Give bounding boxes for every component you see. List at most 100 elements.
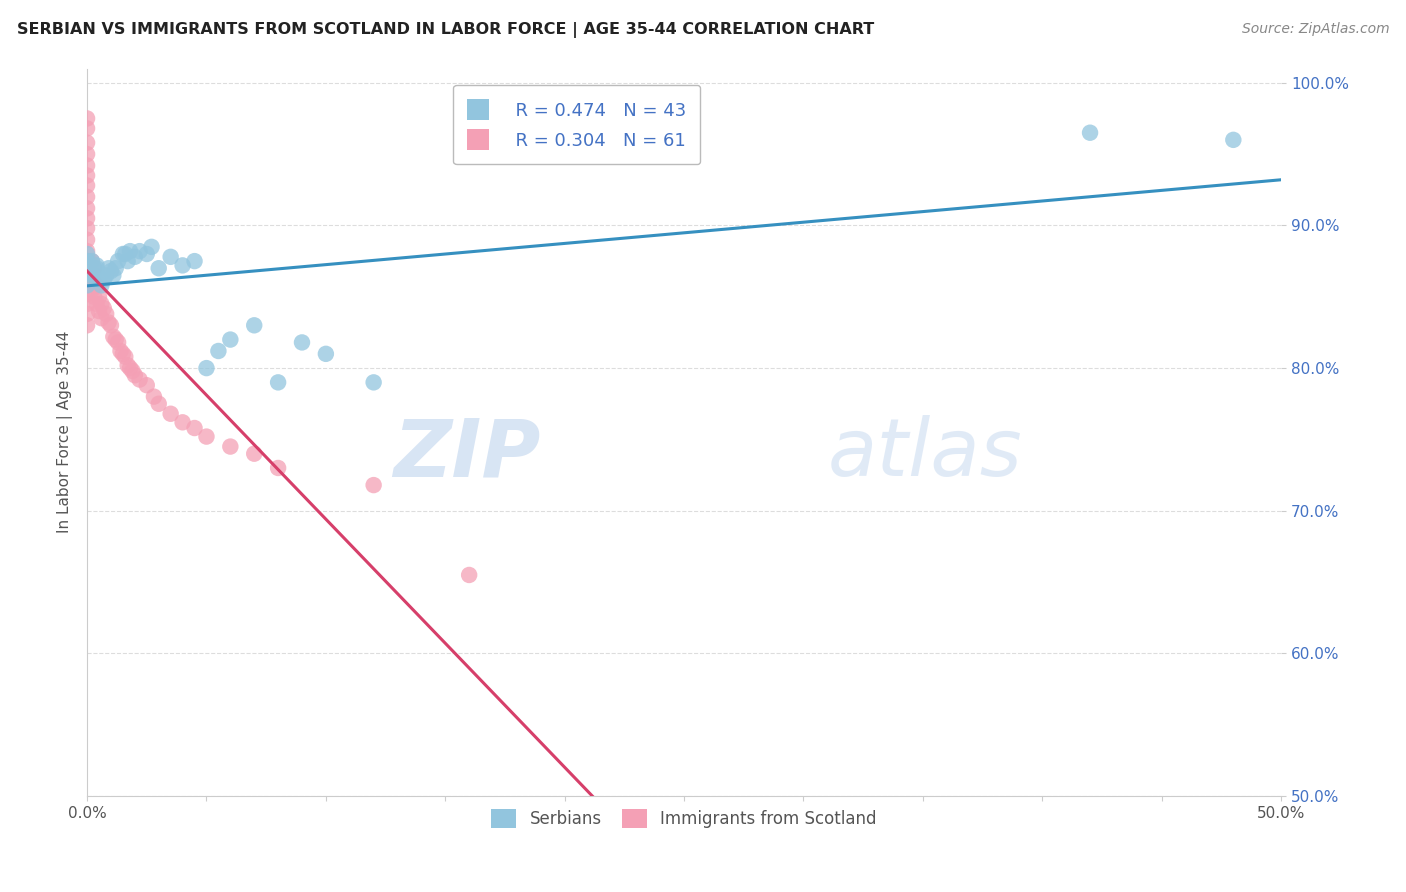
- Point: [90, 278, 112, 293]
- Point: [114, 350, 136, 364]
- Point: [76, 169, 98, 183]
- Point: [172, 259, 194, 273]
- Point: [118, 361, 141, 376]
- Point: [207, 343, 229, 358]
- Point: [76, 178, 98, 193]
- Point: [142, 390, 165, 404]
- Point: [76, 136, 98, 150]
- Point: [97, 315, 120, 329]
- Point: [100, 264, 122, 278]
- Text: SERBIAN VS IMMIGRANTS FROM SCOTLAND IN LABOR FORCE | AGE 35-44 CORRELATION CHART: SERBIAN VS IMMIGRANTS FROM SCOTLAND IN L…: [17, 22, 875, 38]
- Point: [76, 264, 98, 278]
- Point: [76, 159, 98, 173]
- Text: Source: ZipAtlas.com: Source: ZipAtlas.com: [1241, 22, 1389, 37]
- Point: [80, 254, 103, 268]
- Point: [86, 278, 108, 293]
- Point: [363, 478, 385, 492]
- Y-axis label: In Labor Force | Age 35-44: In Labor Force | Age 35-44: [58, 331, 73, 533]
- Point: [90, 311, 112, 326]
- Point: [243, 318, 266, 333]
- Point: [76, 190, 98, 204]
- Point: [148, 397, 170, 411]
- Point: [83, 290, 105, 304]
- Point: [76, 244, 98, 259]
- Point: [76, 254, 98, 268]
- Point: [97, 261, 120, 276]
- Point: [76, 278, 98, 293]
- Point: [76, 261, 98, 276]
- Text: ZIP: ZIP: [394, 415, 541, 493]
- Point: [83, 268, 105, 283]
- Point: [315, 347, 337, 361]
- Point: [86, 259, 108, 273]
- Point: [76, 211, 98, 226]
- Point: [121, 364, 143, 378]
- Point: [83, 261, 105, 276]
- Point: [103, 268, 125, 283]
- Point: [118, 244, 141, 259]
- Point: [107, 335, 129, 350]
- Point: [76, 254, 98, 268]
- Point: [76, 276, 98, 290]
- Point: [363, 376, 385, 390]
- Point: [76, 147, 98, 161]
- Point: [1222, 133, 1244, 147]
- Point: [80, 283, 103, 297]
- Point: [103, 329, 125, 343]
- Point: [111, 247, 134, 261]
- Point: [87, 273, 110, 287]
- Point: [83, 276, 105, 290]
- Point: [100, 318, 122, 333]
- Point: [76, 307, 98, 321]
- Point: [76, 297, 98, 311]
- Point: [76, 261, 98, 276]
- Point: [76, 287, 98, 301]
- Point: [148, 261, 170, 276]
- Point: [195, 429, 218, 443]
- Point: [76, 112, 98, 126]
- Point: [124, 250, 146, 264]
- Point: [90, 297, 112, 311]
- Point: [79, 254, 101, 268]
- Point: [267, 376, 290, 390]
- Point: [159, 250, 181, 264]
- Point: [96, 307, 118, 321]
- Point: [76, 221, 98, 235]
- Point: [87, 304, 110, 318]
- Point: [111, 347, 134, 361]
- Point: [135, 378, 157, 392]
- Point: [243, 447, 266, 461]
- Point: [117, 358, 139, 372]
- Point: [96, 268, 118, 283]
- Point: [128, 244, 150, 259]
- Point: [79, 268, 101, 283]
- Point: [114, 247, 136, 261]
- Point: [219, 440, 242, 454]
- Point: [195, 361, 218, 376]
- Point: [135, 247, 157, 261]
- Point: [83, 261, 105, 276]
- Point: [93, 273, 115, 287]
- Point: [183, 254, 205, 268]
- Point: [80, 254, 103, 268]
- Point: [104, 261, 127, 276]
- Point: [1078, 126, 1101, 140]
- Point: [76, 318, 98, 333]
- Point: [183, 421, 205, 435]
- Point: [458, 568, 481, 582]
- Text: atlas: atlas: [827, 415, 1022, 493]
- Point: [76, 247, 98, 261]
- Legend: Serbians, Immigrants from Scotland: Serbians, Immigrants from Scotland: [485, 803, 883, 835]
- Point: [80, 268, 103, 283]
- Point: [93, 301, 115, 316]
- Point: [124, 368, 146, 383]
- Point: [141, 240, 163, 254]
- Point: [128, 372, 150, 386]
- Point: [80, 268, 103, 283]
- Point: [76, 261, 98, 276]
- Point: [172, 415, 194, 429]
- Point: [107, 254, 129, 268]
- Point: [104, 333, 127, 347]
- Point: [291, 335, 314, 350]
- Point: [219, 333, 242, 347]
